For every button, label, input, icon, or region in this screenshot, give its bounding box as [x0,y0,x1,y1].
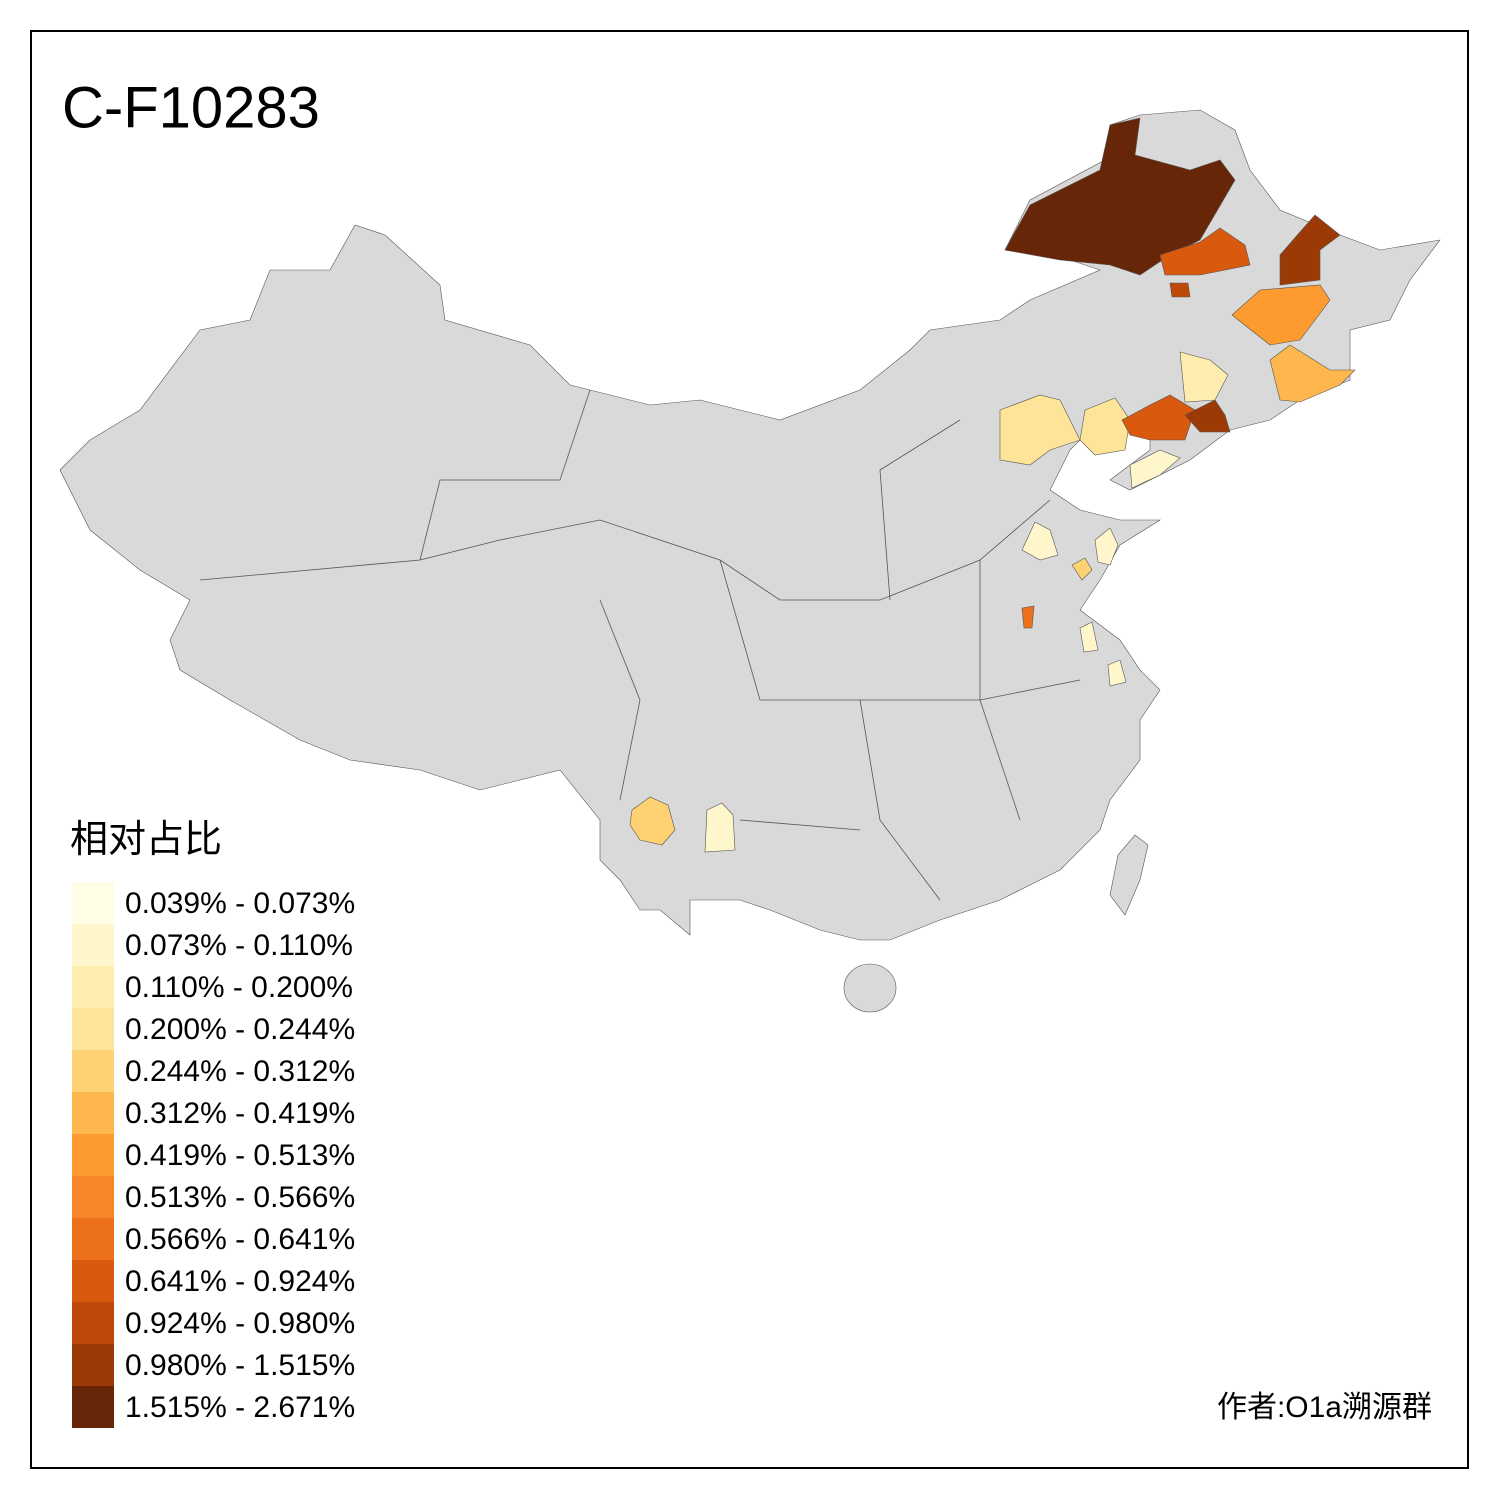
legend-swatch [72,1134,114,1176]
legend-swatch [72,1344,114,1386]
region [1071,557,1093,581]
region [1079,397,1131,456]
legend-label: 0.513% - 0.566% [125,1181,355,1214]
map-title: C-F10283 [62,75,320,140]
region [1231,284,1331,346]
legend-label: 0.566% - 0.641% [125,1223,355,1256]
legend-swatch [72,1092,114,1134]
china-map [59,109,1441,1013]
legend-label: 0.200% - 0.244% [125,1013,355,1046]
region [1179,351,1229,403]
country-outline [59,109,1441,941]
legend-swatch [72,882,114,924]
region [1279,214,1341,286]
legend-swatch [72,1260,114,1302]
legend-label: 0.073% - 0.110% [125,929,353,962]
credit: 作者:O1a溯源群 [1217,1391,1432,1424]
legend-label: 1.515% - 2.671% [125,1391,355,1424]
legend-swatch [72,924,114,966]
region [999,394,1081,466]
region [1021,605,1035,629]
region [1004,117,1236,276]
legend-swatch [72,1050,114,1092]
island [1109,834,1149,916]
island [843,963,897,1013]
region [1021,521,1059,561]
region [1107,659,1127,687]
region [1121,394,1196,441]
borders [199,389,1081,901]
highlighted-regions [629,117,1356,853]
legend-swatch [72,1218,114,1260]
legend-swatch [72,1008,114,1050]
legend-label: 0.244% - 0.312% [125,1055,355,1088]
legend-label: 0.419% - 0.513% [125,1139,355,1172]
region [1169,282,1191,298]
region [629,796,676,846]
legend-swatch [72,966,114,1008]
legend-label: 0.110% - 0.200% [125,971,353,1004]
region [704,802,736,853]
region [1094,527,1119,566]
region [1184,399,1231,433]
legend: 0.039% - 0.073% 0.073% - 0.110% 0.110% - 0… [72,882,355,1428]
legend-label: 0.980% - 1.515% [125,1349,355,1382]
legend-label: 0.641% - 0.924% [125,1265,355,1298]
region [1079,621,1099,653]
legend-label: 0.039% - 0.073% [125,887,355,920]
region [1159,227,1251,276]
region [1129,449,1181,489]
legend-swatch [72,1302,114,1344]
legend-label: 0.924% - 0.980% [125,1307,355,1340]
legend-swatch [72,1386,114,1428]
legend-title: 相对占比 [70,819,222,861]
legend-swatch [72,1176,114,1218]
region [1269,344,1356,403]
legend-label: 0.312% - 0.419% [125,1097,355,1130]
